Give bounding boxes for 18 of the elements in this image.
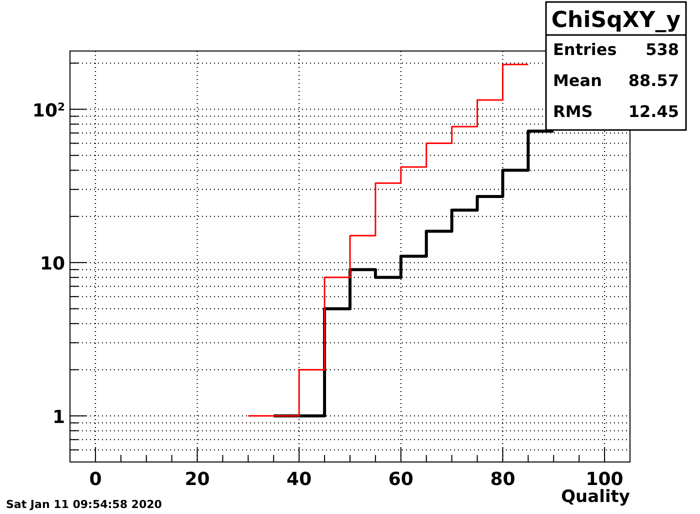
x-tick-label: 60	[388, 469, 414, 490]
annotation: 12.45	[628, 102, 679, 121]
annotation: RMS	[553, 102, 593, 121]
x-axis-title: Quality	[561, 487, 630, 507]
x-tick-label: 80	[490, 469, 516, 490]
x-tick-label: 100	[586, 469, 624, 490]
x-tick-label: 20	[184, 469, 210, 490]
x-tick-label: 0	[89, 469, 102, 490]
y-tick-label: 10$^{2}$	[32, 100, 65, 122]
chart-title: ChiSqXY_y	[551, 8, 681, 33]
annotation: Entries	[553, 40, 617, 59]
text: Sat Jan 11 09:54:58 2020	[6, 498, 162, 511]
annotation: 88.57	[628, 71, 679, 90]
x-tick-label: 40	[286, 469, 312, 490]
annotation: Mean	[553, 71, 602, 90]
y-tick-label: 10	[40, 254, 65, 275]
y-tick-label: 1	[52, 406, 65, 428]
text: 538	[646, 40, 679, 59]
